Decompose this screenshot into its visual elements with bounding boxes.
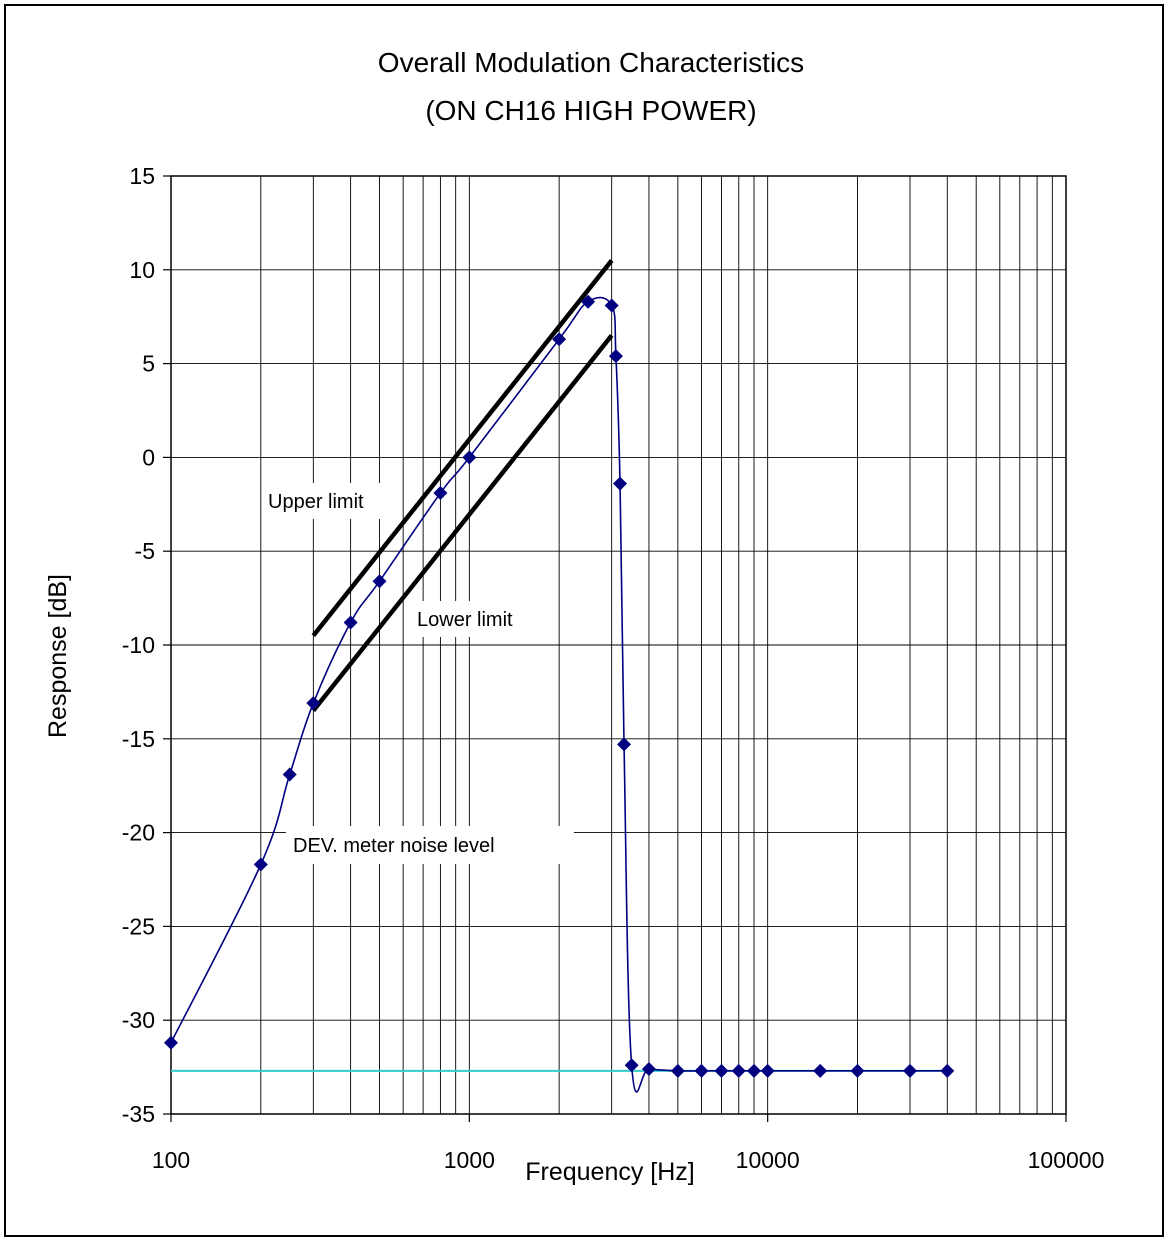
grid-layer: [170, 175, 1067, 1115]
chart-subtitle: (ON CH16 HIGH POWER): [425, 95, 756, 126]
data-point-marker: [581, 294, 596, 309]
data-point-marker: [604, 298, 619, 313]
noise-level-label-bg: [286, 826, 574, 864]
data-point-marker: [343, 615, 358, 630]
noise-level-label: DEV. meter noise level: [293, 835, 495, 857]
y-tick-label: 5: [142, 351, 155, 377]
tick-layer: 15 10 5 0 -5 -10 -15 -20 -25 -30 -35 100 1000 10000 10…: [122, 163, 1105, 1173]
x-axis-label: Frequency [Hz]: [525, 1158, 695, 1186]
data-layer: [164, 294, 955, 1093]
data-point-marker: [641, 1061, 656, 1076]
data-point-marker: [714, 1063, 729, 1078]
y-tick-label: 10: [129, 257, 155, 283]
x-tick-label: 10000: [736, 1147, 800, 1173]
y-tick-label: 15: [129, 163, 155, 189]
data-point-marker: [608, 349, 623, 364]
chart-title: Overall Modulation Characteristics: [378, 47, 804, 78]
data-point-marker: [433, 486, 448, 501]
x-tick-label: 1000: [444, 1147, 495, 1173]
y-tick-label: -35: [122, 1101, 155, 1127]
data-point-marker: [552, 332, 567, 347]
data-point-marker: [670, 1063, 685, 1078]
y-axis-label: Response [dB]: [44, 574, 72, 738]
chart-frame: Overall Modulation Characteristics (ON C…: [4, 4, 1164, 1237]
data-point-marker: [617, 737, 632, 752]
y-tick-label: -30: [122, 1007, 155, 1033]
data-point-marker: [613, 476, 628, 491]
data-point-marker: [940, 1063, 955, 1078]
chart-svg: Overall Modulation Characteristics (ON C…: [44, 47, 1105, 1186]
data-point-marker: [694, 1063, 709, 1078]
data-point-marker: [253, 857, 268, 872]
x-tick-label: 100: [152, 1147, 190, 1173]
lower-limit-label-bg: [411, 601, 545, 637]
data-point-marker: [731, 1063, 746, 1078]
y-tick-label: -5: [135, 538, 155, 564]
data-point-marker: [282, 767, 297, 782]
y-tick-label: -20: [122, 820, 155, 846]
data-point-marker: [164, 1035, 178, 1050]
data-point-marker: [813, 1063, 828, 1078]
lower-limit-label: Lower limit: [417, 609, 513, 631]
upper-limit-label: Upper limit: [268, 491, 364, 513]
y-tick-label: 0: [142, 444, 155, 470]
x-tick-label: 100000: [1028, 1147, 1105, 1173]
data-point-marker: [462, 450, 477, 465]
y-tick-label: -15: [122, 726, 155, 752]
data-point-marker: [760, 1063, 775, 1078]
y-tick-label: -10: [122, 632, 155, 658]
data-point-marker: [903, 1063, 918, 1078]
data-point-marker: [850, 1063, 865, 1078]
lower-limit-line: [311, 334, 614, 713]
y-tick-label: -25: [122, 913, 155, 939]
upper-limit-line: [311, 259, 614, 638]
upper-limit-label-bg: [262, 483, 400, 519]
data-point-marker: [624, 1058, 639, 1073]
data-point-marker: [747, 1063, 762, 1078]
data-point-marker: [372, 574, 387, 589]
data-point-marker: [306, 696, 321, 711]
